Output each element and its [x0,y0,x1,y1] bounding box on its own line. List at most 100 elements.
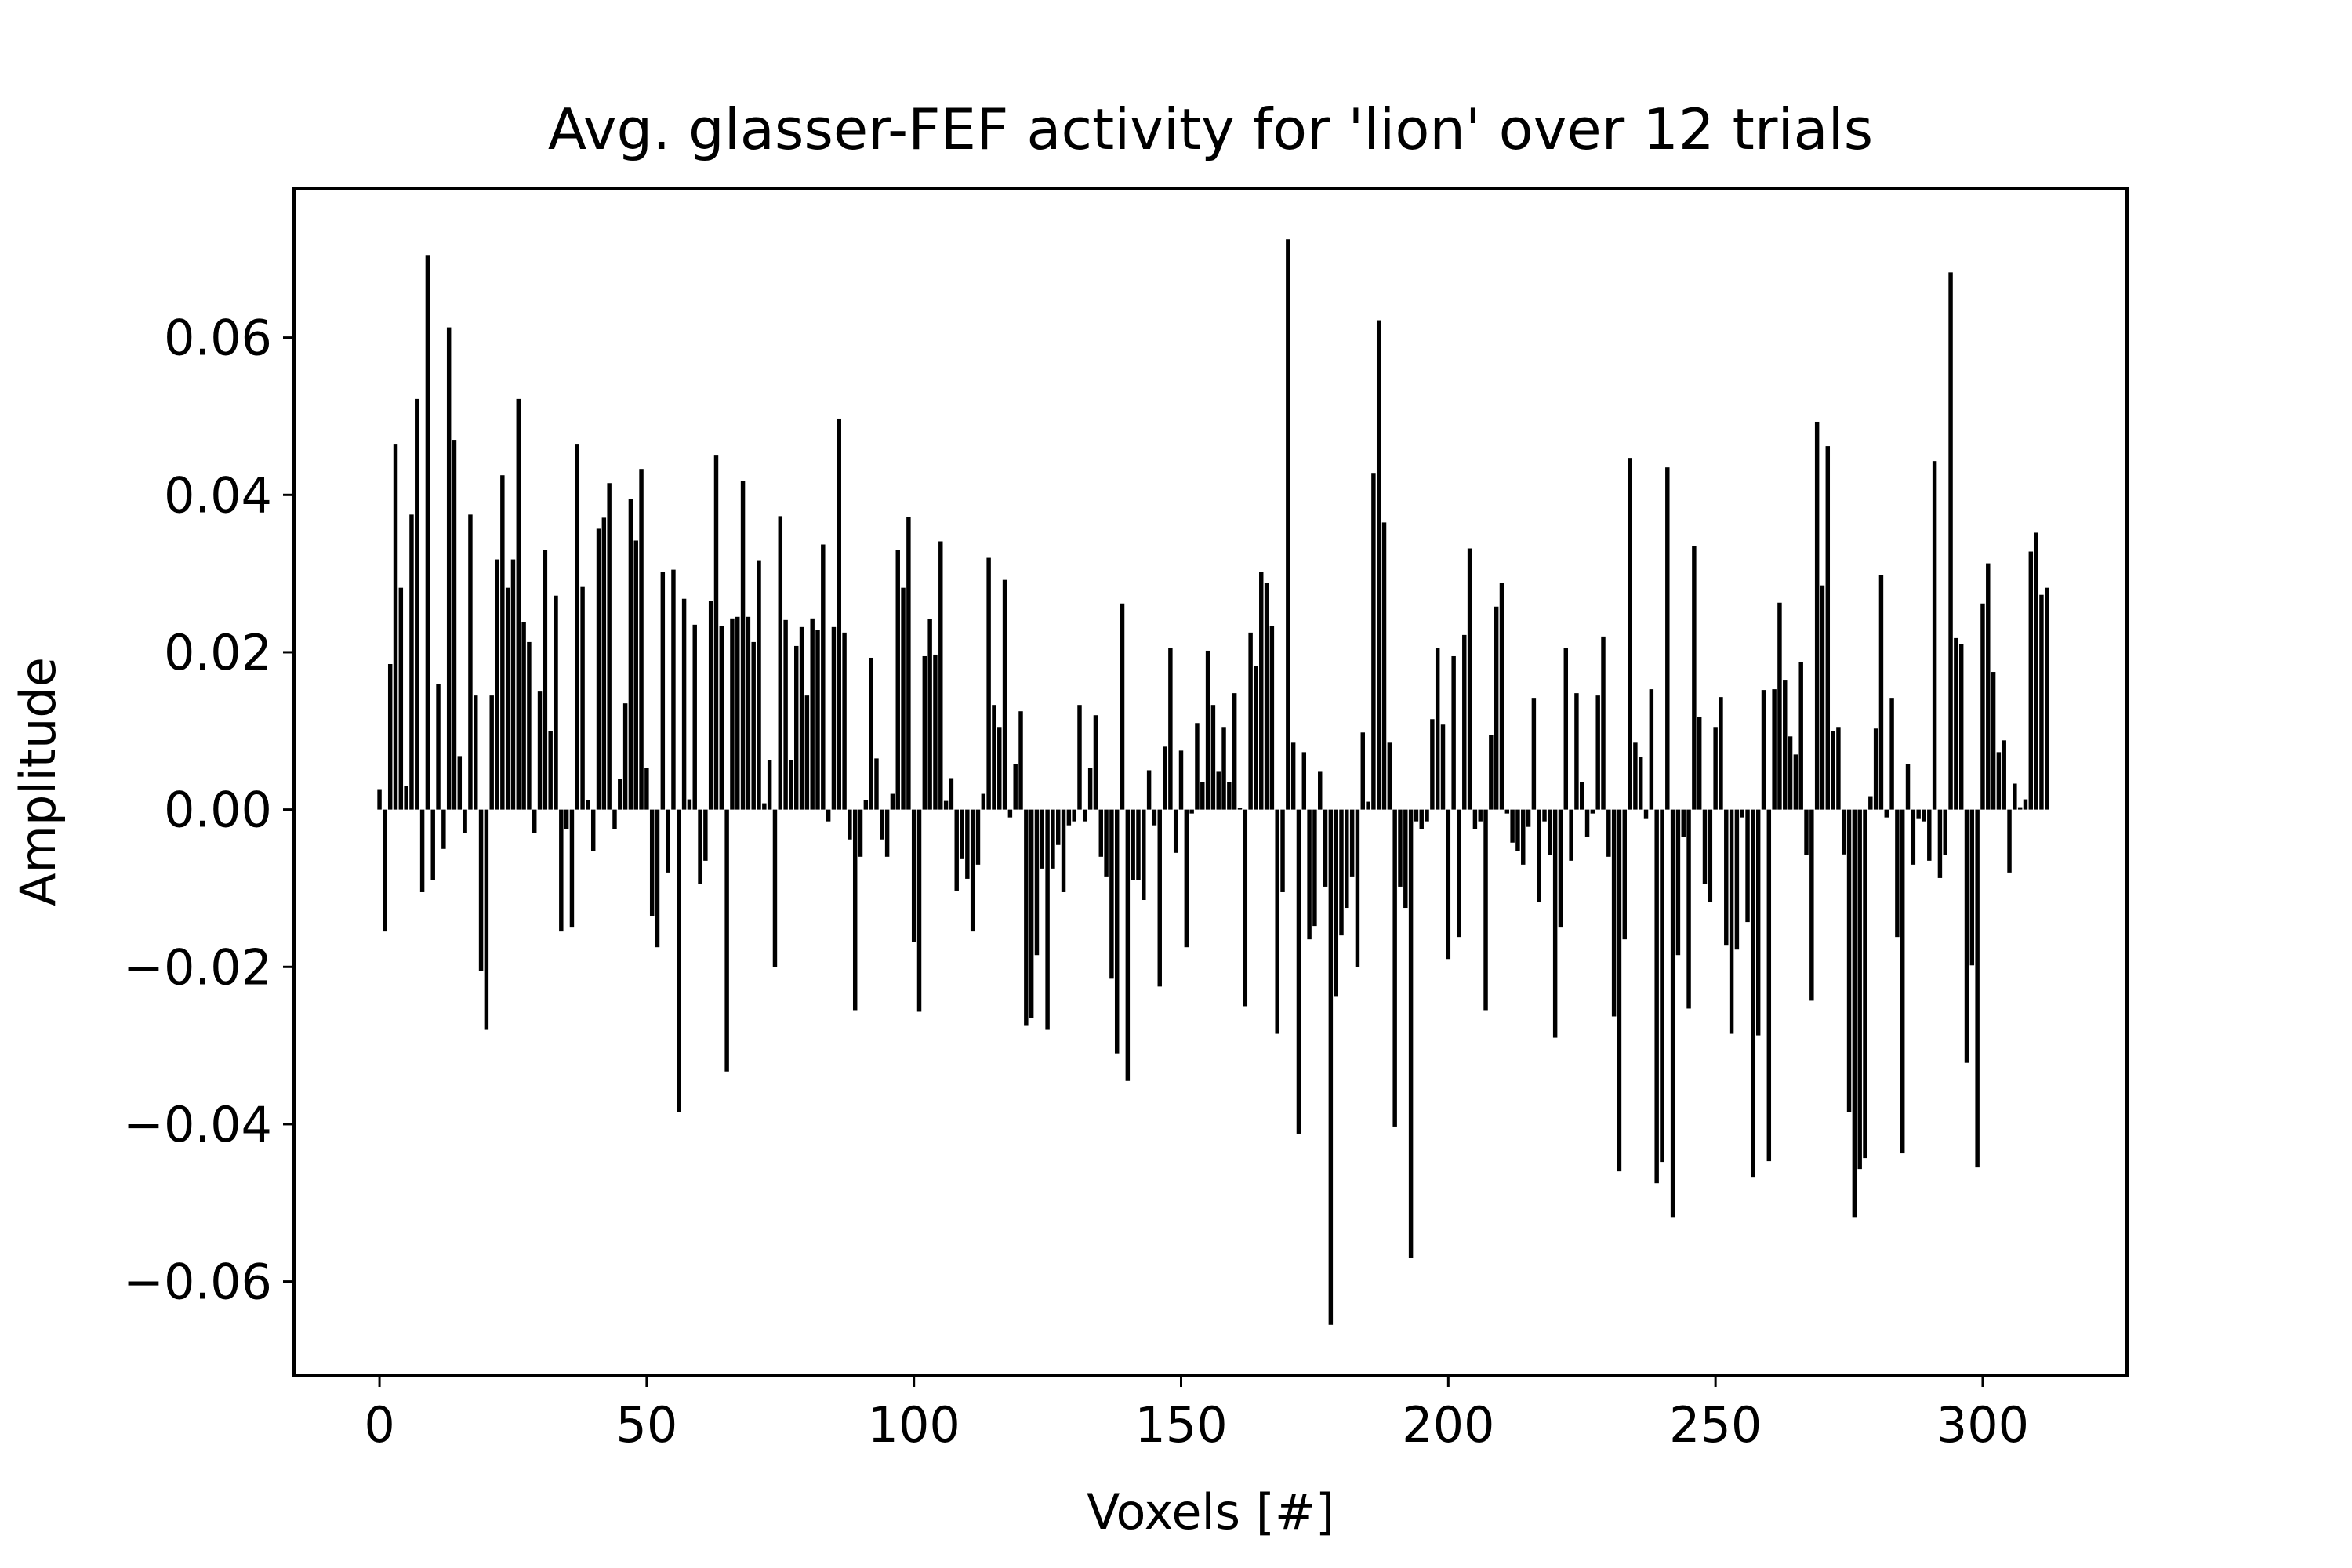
bar-86 [837,418,841,810]
bar-309 [2028,551,2034,810]
bar-263 [1783,680,1788,810]
bar-264 [1788,736,1793,810]
bar-30 [537,691,543,810]
bar-218 [1542,809,1547,822]
bar-251 [1719,697,1723,810]
bar-97 [895,550,900,810]
bar-152 [1189,809,1194,814]
bar-18 [474,695,478,810]
bar-247 [1697,717,1702,810]
bar-19 [478,809,484,971]
bar-255 [1740,809,1744,818]
bar-173 [1301,752,1307,810]
bar-69 [746,616,751,810]
bar-83 [821,544,826,810]
bar-230 [1606,809,1611,857]
bar-258 [1755,809,1761,1036]
bar-108 [954,809,959,891]
bar-136 [1104,809,1109,877]
y-tick-label: −0.06 [123,1254,272,1311]
bar-269 [1814,421,1820,810]
bar-25 [510,559,516,810]
bar-133 [1087,768,1093,810]
y-axis: −0.06 −0.04 −0.02 0.00 0.02 0.04 0.06 [123,310,294,1311]
bar-149 [1173,809,1178,853]
bar-52 [655,809,660,948]
bar-4 [398,587,404,810]
bar-211 [1504,809,1510,814]
bar-168 [1275,809,1279,1034]
bar-282 [1884,809,1889,818]
bar-135 [1098,809,1103,857]
bar-112 [975,809,981,865]
bar-14 [452,440,457,810]
bar-236 [1638,757,1643,810]
bar-208 [1489,735,1494,810]
bar-233 [1622,809,1627,940]
bar-281 [1878,575,1884,810]
bar-293 [1943,809,1947,855]
bar-87 [842,632,847,810]
bar-272 [1831,731,1835,810]
bar-0 [377,789,382,810]
bar-271 [1825,446,1831,810]
bar-302 [1991,672,1996,810]
bar-124 [1040,809,1045,869]
bar-161 [1237,808,1243,810]
plot-frame [292,187,2129,1377]
bar-106 [943,800,949,810]
bar-268 [1809,809,1814,1001]
bar-24 [505,587,510,810]
bar-141 [1131,809,1135,880]
bar-126 [1051,809,1055,869]
bar-38 [580,586,585,810]
bar-177 [1323,809,1328,887]
bar-96 [890,793,895,810]
bar-155 [1205,650,1210,810]
bar-265 [1793,754,1798,810]
bar-68 [740,481,746,810]
bar-113 [981,793,986,810]
bar-80 [804,695,810,810]
bar-35 [564,809,569,829]
bar-289 [1922,809,1926,822]
bar-259 [1761,690,1766,810]
bar-171 [1290,742,1296,810]
bar-200 [1446,809,1451,960]
bar-43 [607,483,612,810]
bar-9 [425,255,430,810]
x-tick-label: 300 [1936,1396,2029,1454]
bar-41 [596,528,601,810]
bar-162 [1243,809,1248,1007]
bar-178 [1328,809,1334,1325]
bar-221 [1558,809,1563,928]
bar-104 [933,654,938,810]
bar-193 [1408,809,1414,1258]
bar-42 [601,517,607,810]
bar-77 [789,760,793,810]
x-tick-label: 200 [1402,1396,1494,1454]
bar-305 [2007,809,2012,873]
bar-98 [901,587,906,810]
bar-138 [1114,809,1120,1054]
bar-7 [415,398,419,810]
bar-44 [612,809,617,829]
bar-197 [1430,719,1435,810]
bar-100 [911,809,916,942]
bar-167 [1269,626,1275,810]
bar-288 [1916,809,1921,819]
bar-239 [1654,809,1659,1184]
bar-117 [1002,579,1007,810]
bar-284 [1895,809,1900,938]
bar-154 [1200,782,1205,810]
bar-219 [1548,809,1552,855]
bar-121 [1024,809,1029,1026]
bar-234 [1628,458,1632,810]
bar-312 [2045,587,2049,810]
bar-34 [559,809,564,932]
bar-187 [1376,320,1381,810]
bar-107 [949,778,954,810]
y-tick-label: −0.04 [123,1096,272,1153]
x-axis-label: Voxels [#] [1087,1483,1334,1541]
bar-13 [446,327,452,810]
